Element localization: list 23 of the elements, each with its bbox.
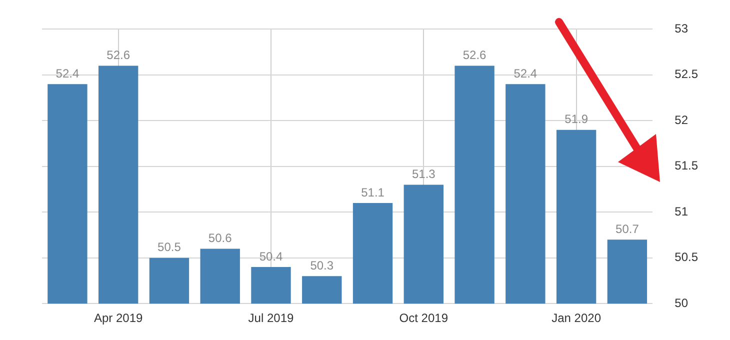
data-label: 52.6 — [462, 48, 487, 62]
data-label: 52.6 — [106, 48, 130, 62]
data-label: 50.5 — [158, 240, 182, 254]
y-tick-label: 51 — [674, 204, 688, 218]
data-label: 50.3 — [310, 258, 334, 272]
data-label: 50.4 — [259, 249, 283, 264]
x-tick-label: Jan 2020 — [552, 311, 602, 326]
y-tick-label: 53 — [674, 22, 688, 36]
y-tick-label: 50.5 — [674, 250, 698, 264]
data-label: 50.7 — [616, 222, 640, 236]
x-tick-label: Oct 2019 — [399, 311, 448, 326]
y-tick-label: 52 — [674, 112, 688, 127]
y-tick-label: 52.5 — [674, 67, 698, 82]
data-label: 50.6 — [208, 231, 232, 246]
y-tick-label: 51.5 — [674, 158, 698, 173]
data-label: 52.4 — [514, 66, 538, 80]
data-label: 51.9 — [564, 112, 588, 126]
y-tick-label: 50 — [674, 296, 688, 310]
data-label: 52.4 — [56, 66, 80, 80]
data-label: 51.1 — [361, 185, 385, 200]
x-tick-label: Jul 2019 — [248, 311, 294, 326]
data-label: 51.3 — [412, 167, 436, 182]
x-tick-label: Apr 2019 — [94, 311, 144, 326]
